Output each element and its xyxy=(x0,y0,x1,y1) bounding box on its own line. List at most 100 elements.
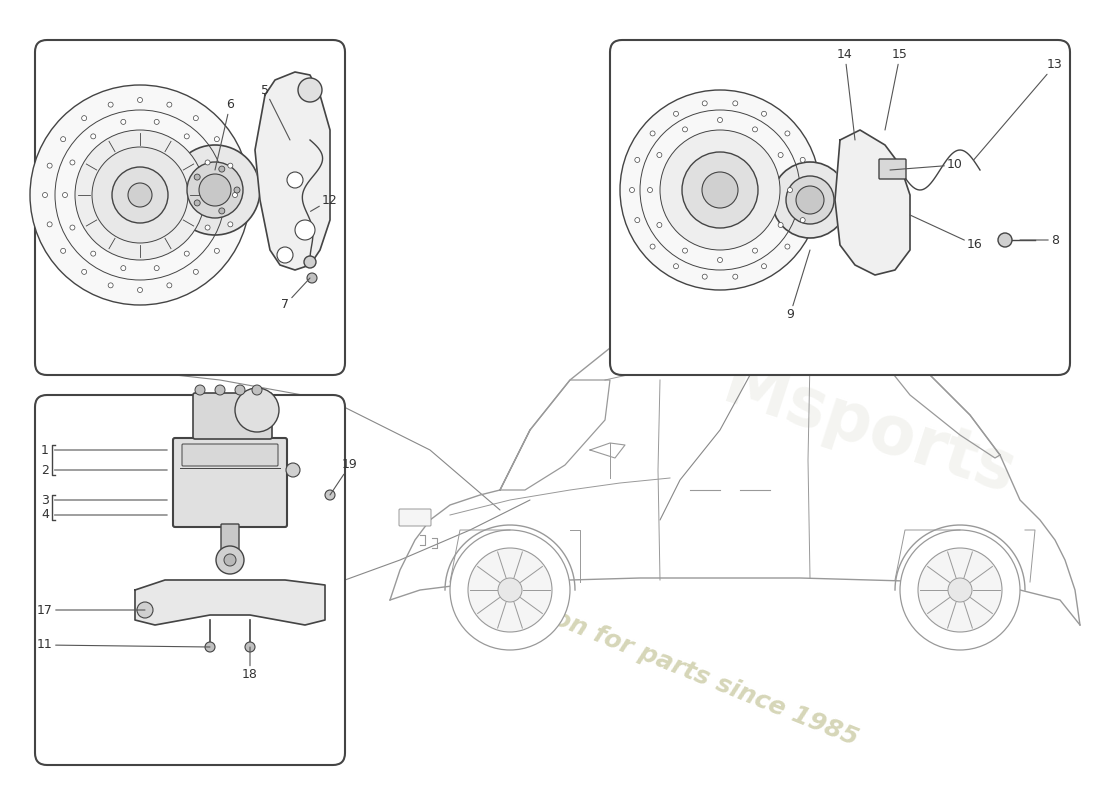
Text: 17: 17 xyxy=(37,603,145,617)
Circle shape xyxy=(75,130,205,260)
Circle shape xyxy=(90,251,96,256)
Circle shape xyxy=(112,167,168,223)
Circle shape xyxy=(717,118,723,122)
Text: 12: 12 xyxy=(310,194,338,211)
Text: 6: 6 xyxy=(214,98,234,170)
Circle shape xyxy=(298,78,322,102)
Text: 4: 4 xyxy=(41,509,167,522)
FancyBboxPatch shape xyxy=(192,393,272,439)
Circle shape xyxy=(673,111,679,116)
Circle shape xyxy=(90,134,96,139)
FancyBboxPatch shape xyxy=(879,159,906,179)
Circle shape xyxy=(228,222,233,227)
Circle shape xyxy=(468,548,552,632)
Circle shape xyxy=(752,127,758,132)
Text: 18: 18 xyxy=(242,647,257,682)
Circle shape xyxy=(800,218,805,222)
Text: Msports: Msports xyxy=(715,352,1024,508)
Circle shape xyxy=(214,248,219,254)
Circle shape xyxy=(232,193,238,198)
Circle shape xyxy=(70,225,75,230)
Polygon shape xyxy=(255,72,330,270)
Circle shape xyxy=(761,111,767,116)
Circle shape xyxy=(81,116,87,121)
FancyBboxPatch shape xyxy=(173,438,287,527)
Circle shape xyxy=(128,183,152,207)
Circle shape xyxy=(673,264,679,269)
Circle shape xyxy=(47,222,52,227)
Circle shape xyxy=(682,248,688,253)
Circle shape xyxy=(187,162,243,218)
Text: 9: 9 xyxy=(786,250,810,322)
Circle shape xyxy=(650,131,656,136)
Polygon shape xyxy=(135,580,324,625)
Circle shape xyxy=(733,274,738,279)
Circle shape xyxy=(228,163,233,168)
Circle shape xyxy=(81,270,87,274)
Circle shape xyxy=(629,187,635,193)
Circle shape xyxy=(214,137,219,142)
Circle shape xyxy=(245,642,255,652)
Circle shape xyxy=(650,244,656,249)
Circle shape xyxy=(185,134,189,139)
Circle shape xyxy=(786,176,834,224)
Circle shape xyxy=(805,187,811,193)
Polygon shape xyxy=(835,130,910,275)
Circle shape xyxy=(214,385,225,395)
Circle shape xyxy=(234,187,240,193)
Circle shape xyxy=(60,137,66,142)
Circle shape xyxy=(121,119,125,124)
Circle shape xyxy=(205,160,210,165)
Circle shape xyxy=(194,270,198,274)
Circle shape xyxy=(800,158,805,162)
Circle shape xyxy=(195,174,200,180)
Circle shape xyxy=(167,283,172,288)
Text: 10: 10 xyxy=(890,158,962,171)
Circle shape xyxy=(70,160,75,165)
Circle shape xyxy=(30,85,250,305)
Circle shape xyxy=(216,546,244,574)
Text: 16: 16 xyxy=(910,215,983,251)
Circle shape xyxy=(778,222,783,227)
Circle shape xyxy=(295,220,315,240)
Circle shape xyxy=(224,554,236,566)
Circle shape xyxy=(138,602,153,618)
Circle shape xyxy=(108,283,113,288)
Circle shape xyxy=(43,193,47,198)
Circle shape xyxy=(948,578,972,602)
Circle shape xyxy=(235,385,245,395)
Circle shape xyxy=(219,166,224,172)
Circle shape xyxy=(286,463,300,477)
Circle shape xyxy=(682,127,688,132)
Text: 13: 13 xyxy=(974,58,1063,160)
Circle shape xyxy=(304,256,316,268)
Circle shape xyxy=(60,248,66,254)
Circle shape xyxy=(785,131,790,136)
Circle shape xyxy=(194,116,198,121)
Circle shape xyxy=(998,233,1012,247)
Text: 8: 8 xyxy=(1020,234,1059,246)
Circle shape xyxy=(682,152,758,228)
Circle shape xyxy=(63,193,67,198)
Text: 19: 19 xyxy=(330,458,358,495)
FancyBboxPatch shape xyxy=(35,395,345,765)
FancyBboxPatch shape xyxy=(610,40,1070,375)
Circle shape xyxy=(92,147,188,243)
Circle shape xyxy=(138,98,143,102)
Circle shape xyxy=(900,530,1020,650)
Circle shape xyxy=(212,193,218,198)
Circle shape xyxy=(195,385,205,395)
Text: 7: 7 xyxy=(280,278,310,311)
Circle shape xyxy=(205,642,214,652)
Circle shape xyxy=(450,530,570,650)
Text: 2: 2 xyxy=(41,463,167,477)
Circle shape xyxy=(170,145,260,235)
Circle shape xyxy=(498,578,522,602)
FancyBboxPatch shape xyxy=(35,40,345,375)
Circle shape xyxy=(733,101,738,106)
Circle shape xyxy=(277,247,293,263)
Circle shape xyxy=(287,172,303,188)
Circle shape xyxy=(702,101,707,106)
Circle shape xyxy=(717,258,723,262)
Text: 1: 1 xyxy=(41,443,167,457)
